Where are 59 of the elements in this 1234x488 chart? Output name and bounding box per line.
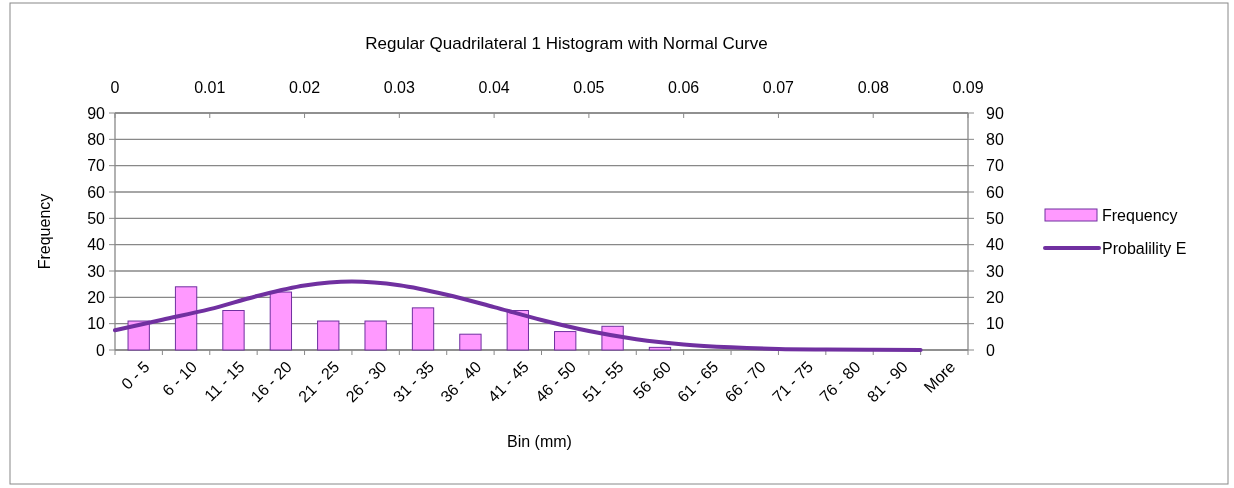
line-series bbox=[113, 279, 923, 352]
x2-tick-label: 0.02 bbox=[288, 79, 321, 96]
x2-tick-label: 0.01 bbox=[194, 79, 226, 96]
x-tick-label: 0 - 5 bbox=[118, 357, 153, 393]
y-tick-label: 70 bbox=[87, 157, 106, 175]
y2-tick-label: 30 bbox=[986, 262, 1004, 280]
x-tick-label: 46 - 50 bbox=[532, 357, 580, 406]
x-tick-label: 21 - 25 bbox=[295, 357, 343, 406]
x-tick-label: 41 - 45 bbox=[484, 357, 532, 406]
y-tick-label: 90 bbox=[87, 104, 106, 122]
x-tick-label: 51 - 55 bbox=[579, 357, 627, 406]
x-tick-label: 76 - 80 bbox=[816, 357, 864, 406]
y2-tick-label: 80 bbox=[986, 130, 1004, 148]
x2-tick-label: 0.06 bbox=[668, 79, 700, 96]
y2-tick-label: 90 bbox=[986, 104, 1004, 122]
x-tick-label: 56 -60 bbox=[629, 357, 675, 403]
x2-tick-label: 0.07 bbox=[762, 79, 795, 96]
legend-label: Probalility E bbox=[1102, 239, 1187, 257]
x2-tick-label: 0 bbox=[110, 79, 120, 96]
x-tick-label: 66 - 70 bbox=[721, 357, 769, 406]
x-tick-label: 11 - 15 bbox=[201, 357, 248, 405]
x2-tick-label: 0.08 bbox=[857, 79, 889, 96]
bar bbox=[317, 320, 340, 351]
chart-title: Regular Quadrilateral 1 Histogram with Normal Curve bbox=[365, 34, 768, 53]
y2-tick-label: 0 bbox=[986, 341, 995, 359]
y-tick-label: 60 bbox=[87, 183, 106, 201]
bar bbox=[364, 320, 387, 351]
y-tick-label: 20 bbox=[87, 288, 106, 306]
y-tick-label: 40 bbox=[87, 236, 106, 254]
bar bbox=[648, 346, 672, 351]
x2-tick-label: 0.09 bbox=[952, 79, 984, 96]
y2-tick-label: 20 bbox=[986, 288, 1004, 306]
y2-tick-label: 50 bbox=[986, 209, 1004, 227]
x-tick-label: 81 - 90 bbox=[863, 357, 912, 406]
y-tick-label: 0 bbox=[96, 341, 106, 359]
x2-tick-label: 0.03 bbox=[383, 79, 416, 96]
y2-tick-label: 40 bbox=[986, 236, 1004, 254]
y-tick-label: 30 bbox=[87, 262, 106, 280]
y-axis-title: Frequency bbox=[36, 193, 53, 270]
bar bbox=[411, 307, 435, 351]
x-axis-title: Bin (mm) bbox=[507, 433, 572, 450]
bar bbox=[459, 333, 482, 351]
x-tick-label: 71 - 75 bbox=[768, 357, 817, 406]
x-tick-label: 31 - 35 bbox=[389, 357, 438, 406]
x-tick-label: 16 - 20 bbox=[247, 357, 296, 406]
y-tick-label: 50 bbox=[87, 209, 106, 227]
y-tick-label: 80 bbox=[87, 130, 106, 148]
x-tick-label: 26 - 30 bbox=[342, 357, 390, 406]
y2-tick-label: 60 bbox=[986, 183, 1004, 201]
x2-tick-label: 0.05 bbox=[573, 79, 605, 96]
x2-tick-label: 0.04 bbox=[478, 79, 510, 96]
x-tick-label: 36 - 40 bbox=[437, 357, 485, 406]
y2-tick-label: 70 bbox=[986, 157, 1004, 175]
y2-tick-label: 10 bbox=[986, 315, 1004, 333]
y-tick-label: 10 bbox=[87, 315, 106, 333]
bar bbox=[222, 310, 245, 351]
x-tick-label: 61 - 65 bbox=[674, 357, 722, 406]
x-tick-label: 6 - 10 bbox=[159, 357, 201, 400]
legend-label: Frequency bbox=[1102, 206, 1178, 224]
